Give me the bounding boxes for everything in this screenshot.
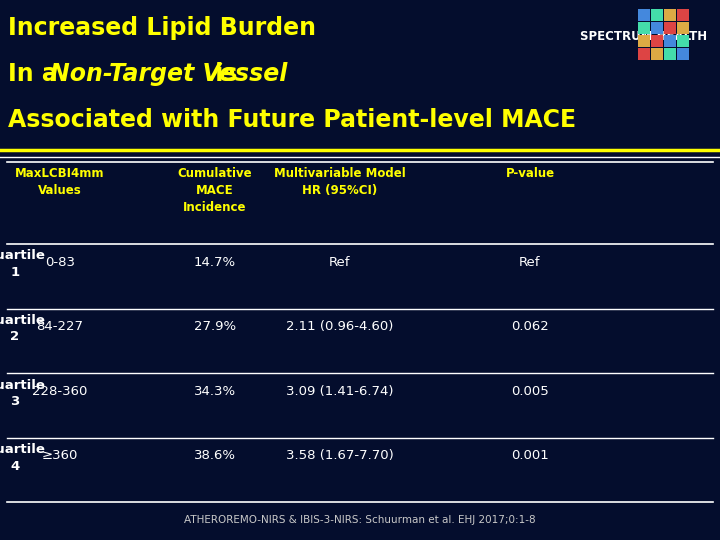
Text: 34.3%: 34.3% xyxy=(194,384,236,397)
Text: is: is xyxy=(207,62,238,86)
Text: Quartile
1: Quartile 1 xyxy=(0,249,45,279)
Bar xyxy=(638,35,650,47)
Text: P-value: P-value xyxy=(505,167,554,180)
Text: MaxLCBI4mm
Values: MaxLCBI4mm Values xyxy=(15,167,104,197)
Text: 27.9%: 27.9% xyxy=(194,320,236,333)
Bar xyxy=(638,48,650,60)
Text: 0.062: 0.062 xyxy=(511,320,549,333)
Text: Non-Target Vessel: Non-Target Vessel xyxy=(50,62,287,86)
Text: 84-227: 84-227 xyxy=(37,320,84,333)
Bar xyxy=(651,35,663,47)
Text: In a: In a xyxy=(8,62,66,86)
Bar xyxy=(638,9,650,21)
Text: ATHEROREMO-NIRS & IBIS-3-NIRS: Schuurman et al. EHJ 2017;0:1-8: ATHEROREMO-NIRS & IBIS-3-NIRS: Schuurman… xyxy=(184,515,536,525)
Text: 0-83: 0-83 xyxy=(45,255,75,268)
Bar xyxy=(651,9,663,21)
Bar xyxy=(677,9,689,21)
Bar xyxy=(651,22,663,34)
Text: Ref: Ref xyxy=(519,255,541,268)
Text: 2.11 (0.96-4.60): 2.11 (0.96-4.60) xyxy=(287,320,394,333)
Text: SPECTRUM HEALTH: SPECTRUM HEALTH xyxy=(580,30,707,43)
Bar xyxy=(638,22,650,34)
Text: 0.005: 0.005 xyxy=(511,384,549,397)
Text: Cumulative
MACE
Incidence: Cumulative MACE Incidence xyxy=(178,167,252,214)
Bar xyxy=(664,9,676,21)
Text: ≥360: ≥360 xyxy=(42,449,78,462)
Text: Associated with Future Patient-level MACE: Associated with Future Patient-level MAC… xyxy=(8,108,576,132)
Text: Quartile
3: Quartile 3 xyxy=(0,378,45,408)
Bar xyxy=(664,22,676,34)
Bar xyxy=(677,48,689,60)
Bar xyxy=(664,48,676,60)
Bar xyxy=(651,48,663,60)
Text: Increased Lipid Burden: Increased Lipid Burden xyxy=(8,16,316,40)
Text: 14.7%: 14.7% xyxy=(194,255,236,268)
Text: 3.58 (1.67-7.70): 3.58 (1.67-7.70) xyxy=(286,449,394,462)
Bar xyxy=(677,22,689,34)
Text: 228-360: 228-360 xyxy=(32,384,88,397)
Text: 3.09 (1.41-6.74): 3.09 (1.41-6.74) xyxy=(287,384,394,397)
Bar xyxy=(677,35,689,47)
Text: Multivariable Model
HR (95%CI): Multivariable Model HR (95%CI) xyxy=(274,167,406,197)
Text: 0.001: 0.001 xyxy=(511,449,549,462)
Text: Quartile
2: Quartile 2 xyxy=(0,314,45,343)
Bar xyxy=(664,35,676,47)
Text: 38.6%: 38.6% xyxy=(194,449,236,462)
Text: Ref: Ref xyxy=(329,255,351,268)
Text: Quartile
4: Quartile 4 xyxy=(0,442,45,472)
